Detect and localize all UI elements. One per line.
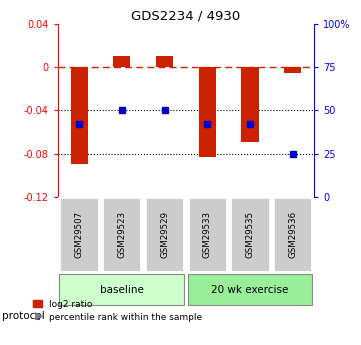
Text: protocol: protocol [2,311,44,321]
Title: GDS2234 / 4930: GDS2234 / 4930 [131,10,240,23]
FancyBboxPatch shape [102,197,142,272]
Bar [113,57,130,67]
Legend: log2 ratio, percentile rank within the sample: log2 ratio, percentile rank within the s… [29,296,205,326]
FancyBboxPatch shape [60,274,184,305]
FancyBboxPatch shape [188,274,312,305]
Text: GSM29523: GSM29523 [117,211,126,258]
FancyBboxPatch shape [60,197,99,272]
FancyBboxPatch shape [273,197,312,272]
Bar [284,67,301,73]
Bar [71,67,88,164]
Text: 20 wk exercise: 20 wk exercise [211,285,289,295]
Text: GSM29536: GSM29536 [288,211,297,258]
Bar [242,67,258,142]
FancyBboxPatch shape [188,197,227,272]
Bar [199,67,216,157]
FancyBboxPatch shape [145,197,184,272]
Text: GSM29529: GSM29529 [160,211,169,258]
Text: baseline: baseline [100,285,144,295]
Text: GSM29533: GSM29533 [203,211,212,258]
Text: ▶: ▶ [35,311,43,321]
Bar [156,57,173,67]
FancyBboxPatch shape [230,197,270,272]
Text: GSM29507: GSM29507 [75,211,84,258]
Text: GSM29535: GSM29535 [245,211,255,258]
